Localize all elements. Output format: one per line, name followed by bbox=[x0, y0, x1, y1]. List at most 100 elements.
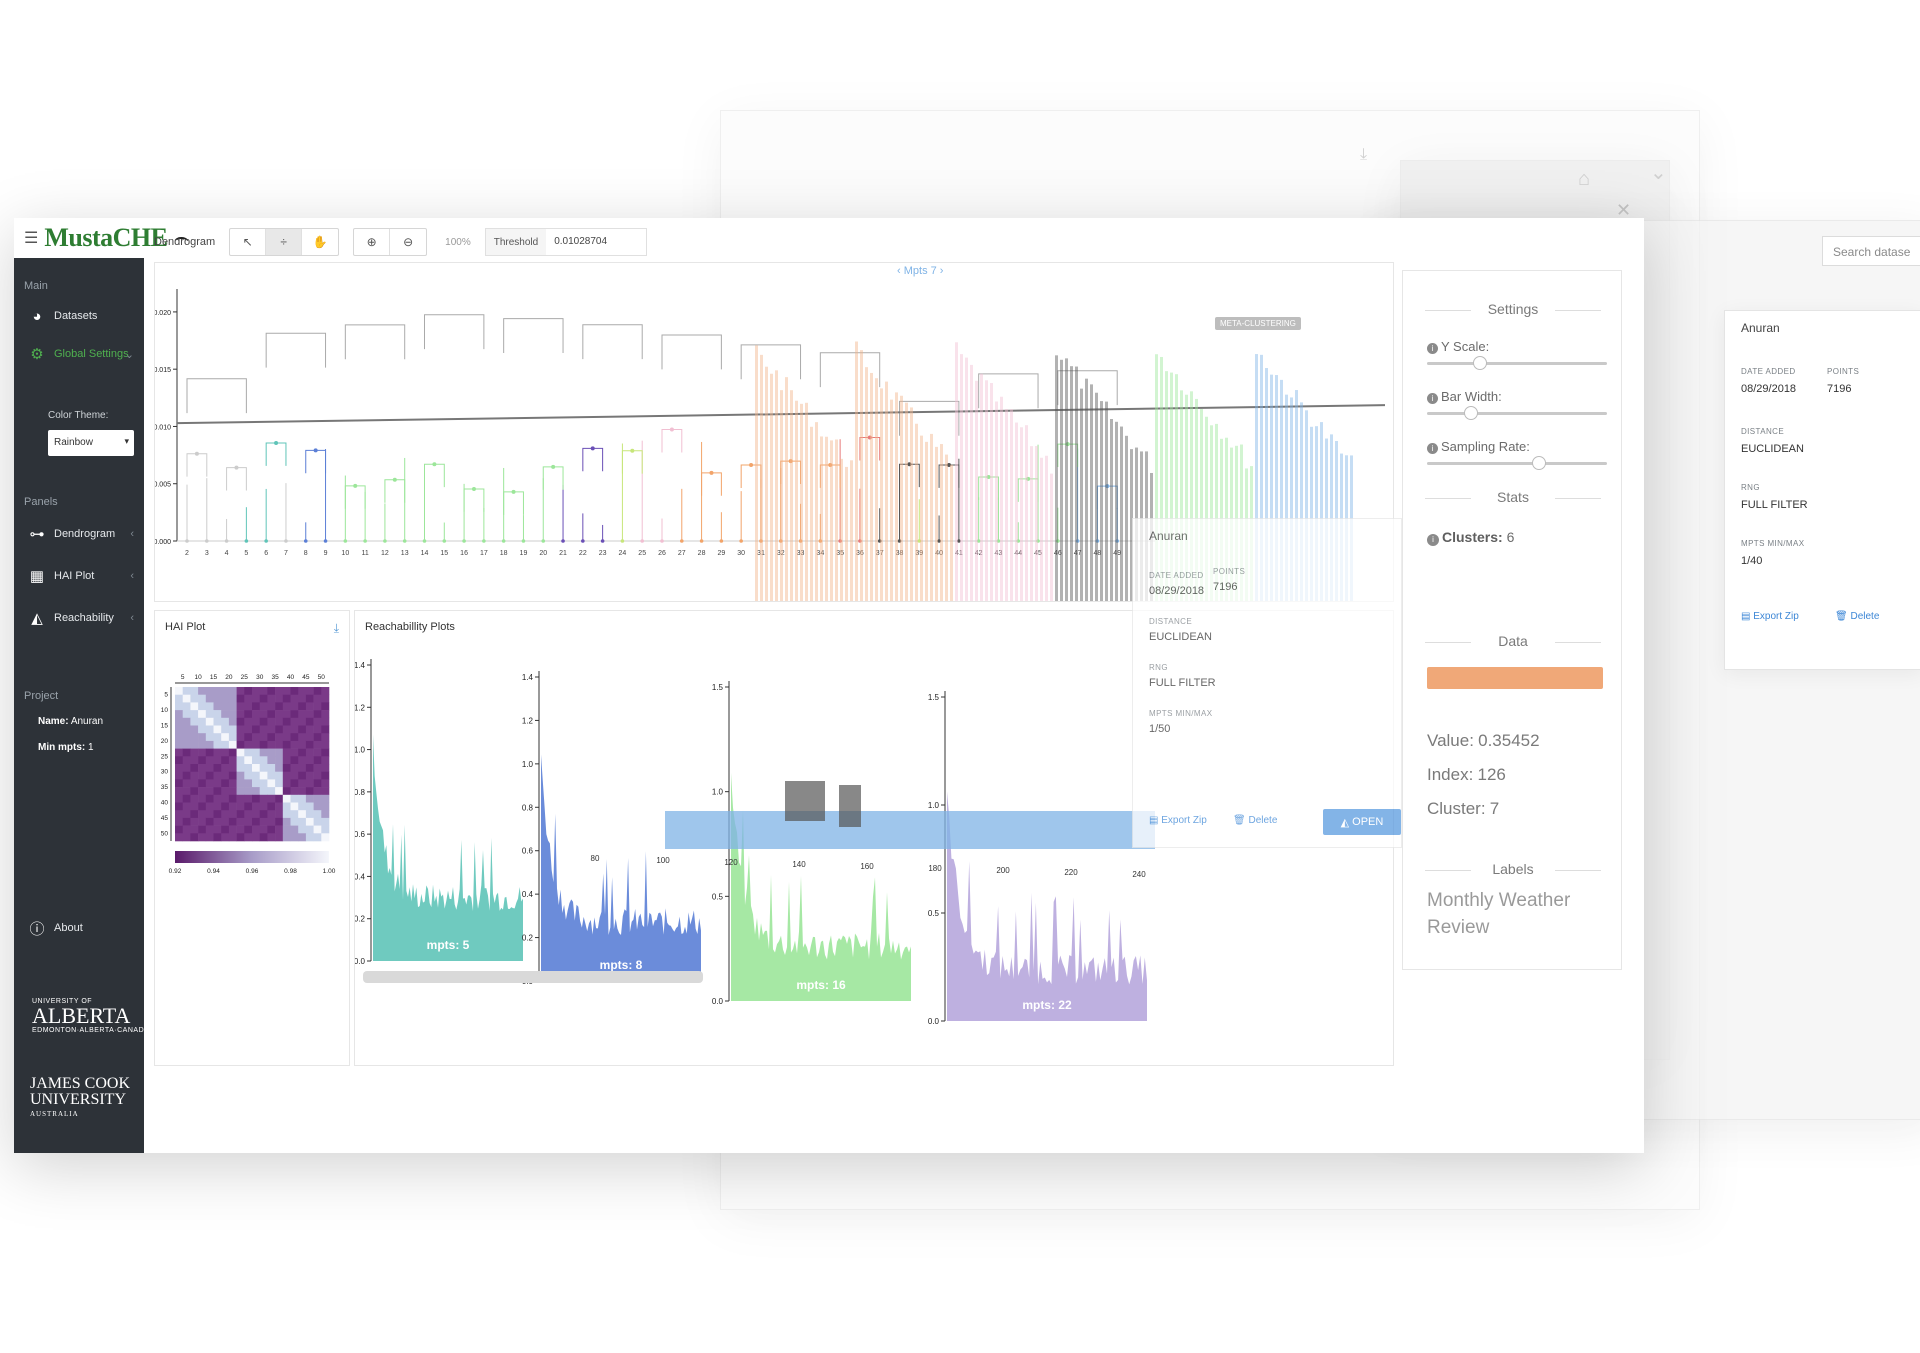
chevron-down-icon[interactable]: ⌄ bbox=[1650, 162, 1667, 184]
slider-handle[interactable] bbox=[1531, 456, 1546, 470]
heatmap-cell bbox=[321, 687, 330, 695]
close-icon[interactable]: ✕ bbox=[1616, 200, 1632, 220]
reachability-charts[interactable]: 1.4 1.2 1.0 0.8 0.6 0.4 0.2 0.0 mpts: 5 1.4 1.2 1.0… bbox=[354, 611, 1395, 1067]
download-icon[interactable]: ⤓ bbox=[1360, 146, 1368, 163]
x-tick-label: 42 bbox=[975, 550, 983, 557]
zoom-out-button[interactable]: ⊖ bbox=[390, 229, 426, 255]
heatmap-cell bbox=[252, 687, 260, 695]
heatmap-cell bbox=[252, 725, 260, 734]
heatmap-cell bbox=[259, 725, 268, 734]
mpts-navigator[interactable]: ‹ Mpts 7 › bbox=[897, 265, 944, 277]
caret-down-icon: ▾ bbox=[124, 436, 129, 446]
heatmap-cell bbox=[213, 817, 222, 826]
delete-link[interactable]: 🗑 Delete bbox=[1233, 815, 1278, 826]
leaf-node bbox=[917, 539, 922, 543]
heatmap-cell bbox=[282, 740, 291, 749]
heatmap-cell bbox=[221, 756, 230, 765]
x-tick-label: 15 bbox=[440, 550, 448, 557]
heatmap-cell bbox=[290, 748, 299, 757]
heatmap-cell bbox=[298, 833, 307, 842]
sidebar-item-dendrogram[interactable]: ⊶ Dendrogram ‹ bbox=[14, 514, 144, 554]
reach-y-tick-label: 0.2 bbox=[355, 915, 366, 924]
sidebar-item-global-settings[interactable]: ⚙ Global Settings ⌄ bbox=[14, 334, 144, 374]
leaf-node bbox=[996, 539, 1001, 543]
heatmap-cell bbox=[198, 710, 207, 719]
menu-icon[interactable]: ☰ bbox=[24, 230, 39, 247]
leaf-node bbox=[759, 539, 763, 543]
meta-cluster-bar bbox=[935, 446, 938, 601]
dataset-card-front[interactable]: Anuran DATE ADDED POINTS 08/29/2018 7196… bbox=[1132, 518, 1402, 848]
heatmap-cell bbox=[221, 779, 230, 788]
zoom-in-button[interactable]: ⊕ bbox=[354, 229, 391, 255]
heatmap-cell bbox=[298, 702, 307, 711]
heatmap-cell bbox=[298, 764, 307, 772]
heatmap-cell bbox=[190, 810, 199, 819]
meta-cluster-bar bbox=[1070, 366, 1073, 601]
leaf-node bbox=[679, 539, 684, 543]
gear-icon: ⚙ bbox=[30, 346, 44, 363]
heatmap-cell bbox=[275, 740, 284, 749]
sidebar-item-hai-plot[interactable]: ▦ HAI Plot ‹ bbox=[14, 556, 144, 596]
bar-width-slider[interactable]: i Bar Width: bbox=[1427, 389, 1607, 420]
heatmap-cell bbox=[282, 833, 291, 842]
home-icon[interactable]: ⌂ bbox=[1578, 168, 1591, 190]
x-tick-label: 27 bbox=[678, 550, 686, 557]
heatmap-cell bbox=[205, 787, 214, 796]
reach-plot-label: mpts: 8 bbox=[600, 958, 643, 972]
reach-y-tick-label: 1.2 bbox=[355, 703, 366, 712]
split-tool-button[interactable]: ÷ bbox=[266, 229, 303, 255]
heatmap-cell bbox=[175, 725, 183, 734]
meta-cluster-bar bbox=[1255, 354, 1258, 601]
heatmap-cell bbox=[290, 794, 299, 803]
heatmap-cell bbox=[321, 810, 330, 819]
reach-y-tick-label: 0.0 bbox=[712, 997, 724, 1006]
pan-tool-button[interactable]: ✋ bbox=[302, 229, 338, 255]
heatmap-cell bbox=[298, 817, 307, 826]
dendrogram-label: Dendrogram bbox=[154, 236, 216, 248]
download-icon[interactable]: ⤓ bbox=[333, 621, 339, 635]
heatmap-cell bbox=[182, 725, 191, 734]
meta-cluster-bar bbox=[1180, 390, 1183, 601]
x-tick-label: 8 bbox=[304, 550, 308, 557]
open-button[interactable]: ◭ OPEN bbox=[1323, 809, 1401, 835]
reach-y-tick-label: 0.6 bbox=[522, 847, 534, 856]
color-theme-select[interactable]: Rainbow ▾ bbox=[48, 430, 134, 456]
heatmap-cell bbox=[252, 702, 260, 711]
merge-node bbox=[630, 448, 635, 453]
mpts-label: MPTS MIN/MAX bbox=[1741, 539, 1805, 548]
meta-cluster-bar bbox=[995, 401, 998, 601]
heatmap-cell bbox=[198, 748, 207, 757]
select-tool-button[interactable]: ↖ bbox=[230, 229, 267, 255]
delete-link[interactable]: 🗑 Delete bbox=[1835, 611, 1880, 622]
export-zip-link[interactable]: ▤ Export Zip bbox=[1741, 611, 1799, 622]
sidebar-item-reachability[interactable]: ◭ Reachability ‹ bbox=[14, 598, 144, 638]
sampling-rate-slider[interactable]: i Sampling Rate: bbox=[1427, 439, 1607, 470]
heatmap-cell bbox=[267, 756, 276, 765]
sidebar-item-datasets[interactable]: ◕ Datasets bbox=[14, 296, 144, 336]
heatmap-cell bbox=[244, 810, 253, 819]
heatmap-cell bbox=[182, 702, 191, 711]
y-tick-label: 0.005 bbox=[155, 482, 171, 489]
hai-heatmap[interactable]: 5 10 15 20 25 30 35 40 45 50 5 10 15 20 25 30 35 40 45 50 0.… bbox=[155, 611, 351, 1067]
dendrogram-link bbox=[701, 472, 722, 496]
slider-handle[interactable] bbox=[1463, 406, 1478, 420]
heatmap-cell bbox=[244, 756, 253, 765]
meta-cluster-bar bbox=[880, 388, 883, 601]
search-input[interactable]: Search datase bbox=[1822, 236, 1920, 266]
leaf-node bbox=[244, 539, 249, 543]
heatmap-cell bbox=[321, 717, 330, 726]
heatmap-cell bbox=[321, 733, 330, 742]
heatmap-cell bbox=[275, 779, 284, 788]
sidebar-item-about[interactable]: ⓘ About bbox=[14, 908, 144, 948]
export-zip-link[interactable]: ▤ Export Zip bbox=[1149, 815, 1207, 826]
meta-cluster-bar bbox=[915, 423, 918, 601]
heatmap-cell bbox=[175, 771, 183, 780]
slider-handle[interactable] bbox=[1473, 356, 1488, 370]
threshold-input[interactable]: 0.01028704 bbox=[546, 229, 647, 255]
dataset-card[interactable]: Anuran DATE ADDED POINTS 08/29/2018 7196… bbox=[1724, 310, 1920, 670]
date-added-label: DATE ADDED bbox=[1149, 571, 1204, 580]
leaf-node bbox=[541, 539, 546, 543]
heatmap-cell bbox=[275, 771, 284, 780]
